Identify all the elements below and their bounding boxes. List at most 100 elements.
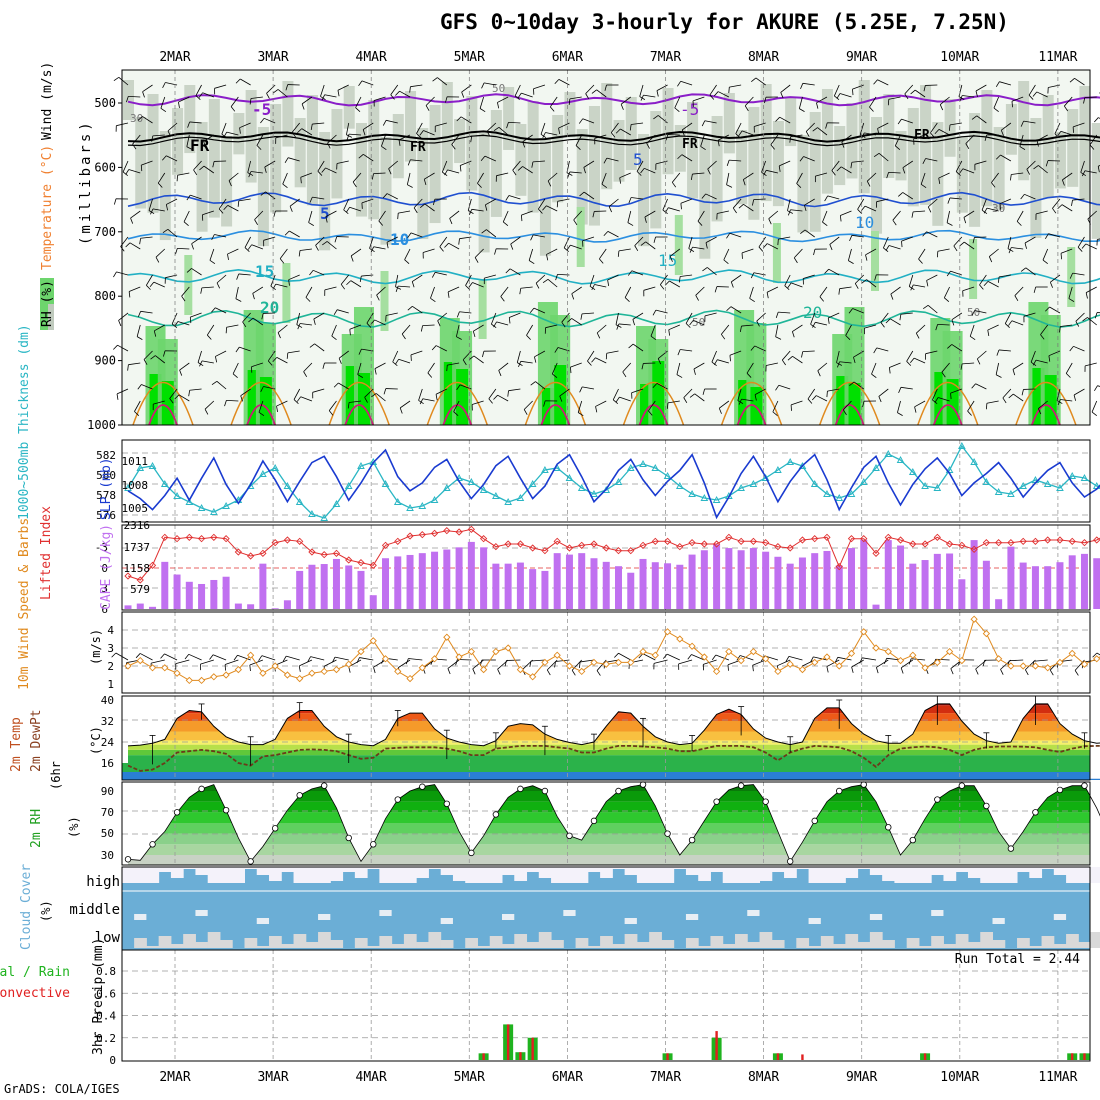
wind-barb	[729, 159, 742, 162]
low-cloud-gap	[465, 938, 478, 948]
wind-speed-marker	[1044, 664, 1052, 672]
wind-barb	[538, 198, 546, 210]
cape-bar	[516, 562, 524, 609]
lifted-index-tick-label: 0	[101, 562, 108, 575]
wind-barb	[900, 312, 913, 315]
wind-barb	[624, 286, 632, 298]
cape-bar	[480, 547, 488, 609]
wind-barb-flag	[640, 168, 645, 174]
wind-barb-flag	[616, 323, 620, 330]
wind-barb	[717, 91, 730, 98]
lifted-index-marker	[995, 539, 1003, 547]
wind-barb-flag	[563, 247, 569, 253]
wind-barb	[585, 84, 595, 94]
wind-barb-flag	[488, 398, 493, 404]
thickness-marker	[541, 465, 549, 473]
wind-barb	[851, 234, 864, 238]
wind-barb	[167, 228, 178, 238]
wind-barb-flag	[528, 260, 535, 264]
wind-barb	[601, 172, 607, 185]
wind-barb	[1042, 248, 1049, 261]
wind-speed-marker	[455, 653, 463, 661]
high-cloud-gap	[624, 867, 638, 875]
wind-barb	[826, 659, 840, 667]
high-cloud-gap	[563, 867, 577, 883]
precip-convective-bar	[801, 1054, 804, 1060]
wind-barb-flag	[922, 231, 927, 237]
wind-barb-flag	[848, 308, 853, 314]
wind-speed-marker	[712, 667, 721, 676]
rh-shade-light	[576, 207, 585, 267]
wind-barb	[705, 236, 717, 243]
wind-barb-flag	[845, 335, 851, 340]
wind-barb	[477, 172, 484, 184]
wind-speed-marker	[847, 649, 856, 658]
wind-barb-flag	[732, 207, 737, 214]
wind-barb-flag	[1045, 306, 1050, 312]
lifted-index-marker	[872, 549, 880, 557]
rh-marker	[885, 824, 892, 831]
thickness-marker	[835, 493, 844, 501]
wind-barb-flag	[308, 222, 314, 226]
wind-barb-flag	[518, 361, 522, 368]
low-cloud-gap	[1066, 934, 1079, 948]
wind-barb	[680, 198, 693, 204]
wind-barb	[1091, 400, 1098, 413]
wind-speed-marker	[590, 658, 598, 667]
wind-barb-flag	[662, 653, 668, 659]
wind-barb	[422, 659, 435, 669]
wind-barb-flag	[851, 666, 854, 673]
wind-barb-flag	[622, 371, 627, 378]
lifted-index-marker	[602, 544, 610, 552]
wind-barb	[758, 236, 766, 248]
wind-barb-flag	[301, 103, 305, 110]
wind-barb	[695, 286, 705, 296]
wind-barb	[435, 345, 448, 352]
cape-bar	[933, 553, 941, 609]
wind-barb-flag	[1008, 247, 1012, 254]
thickness-marker	[222, 501, 230, 509]
wind-barb	[340, 274, 350, 285]
lifted-index-marker	[798, 536, 807, 544]
high-cloud-gap	[906, 867, 920, 883]
low-cloud-gap	[722, 944, 736, 948]
wind-barb-flag	[153, 330, 157, 337]
wind-barb	[177, 247, 190, 250]
wind-barb	[669, 280, 681, 288]
date-label-bottom: 3MAR	[257, 1070, 288, 1085]
isotherm-label: 5	[633, 150, 643, 169]
wind-barb-flag	[390, 94, 395, 100]
thickness-marker	[124, 483, 132, 491]
low-cloud-gap	[134, 938, 147, 948]
wind-barb-flag	[934, 397, 939, 403]
wind-barb	[346, 122, 350, 135]
thickness-marker	[479, 485, 488, 493]
cape-bar	[283, 600, 291, 609]
wind-barb-flag	[826, 391, 828, 398]
high-cloud-gap	[673, 867, 687, 869]
wind-barb	[301, 128, 313, 136]
wind-barb-flag	[941, 371, 946, 378]
wind-barb-flag	[714, 286, 718, 293]
wind-barb	[471, 134, 484, 137]
wind-barb	[596, 324, 607, 334]
wind-barb	[1009, 659, 1024, 662]
lifted-index-marker	[320, 551, 328, 559]
high-cloud-gap	[354, 867, 368, 878]
wind-barb	[291, 122, 300, 133]
wind-barb-flag	[750, 345, 756, 351]
wind-barb	[547, 278, 558, 288]
wind-barb-flag	[169, 398, 174, 404]
wind-barb-flag	[507, 390, 509, 397]
lifted-index-marker	[381, 541, 390, 549]
lifted-index-marker	[921, 540, 929, 548]
wind-barb	[427, 362, 435, 374]
isotherm-label: -5	[680, 100, 699, 119]
temp2m-frame	[121, 695, 1091, 781]
wind-barb	[1040, 324, 1049, 335]
rh-shade-bright	[750, 387, 763, 425]
wind-barb	[334, 656, 349, 661]
wind-barb	[349, 324, 362, 330]
lifted-index-marker	[982, 539, 991, 547]
wind-barb-flag	[993, 107, 999, 113]
